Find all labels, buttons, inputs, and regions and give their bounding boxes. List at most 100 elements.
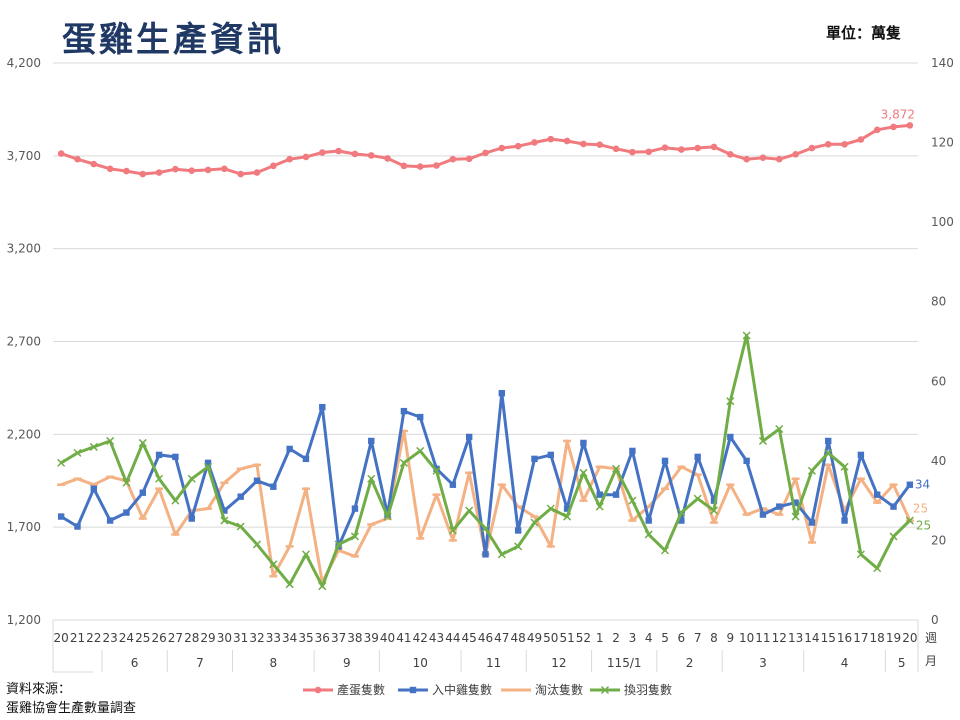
month-label: 115/1 <box>607 656 642 670</box>
data-point <box>841 141 848 148</box>
data-point <box>840 462 849 471</box>
data-point <box>759 154 767 161</box>
data-point <box>498 144 506 152</box>
right-axis: 0 20 40 60 80 100 120 140 <box>931 56 954 627</box>
data-point <box>546 504 555 513</box>
data-point <box>106 436 115 445</box>
week-label: 23 <box>102 631 117 645</box>
data-point <box>579 468 588 477</box>
data-point <box>580 140 587 148</box>
data-point <box>433 162 440 169</box>
week-label: 25 <box>135 631 150 645</box>
data-point <box>155 169 163 176</box>
data-point <box>221 507 228 514</box>
month-label: 5 <box>898 656 906 670</box>
data-point <box>629 447 636 455</box>
data-point <box>138 438 147 447</box>
data-point <box>758 436 767 445</box>
data-point <box>775 155 783 163</box>
data-point <box>612 145 620 153</box>
data-point <box>123 167 130 175</box>
week-label: 38 <box>347 631 362 645</box>
data-point <box>270 483 277 490</box>
data-point <box>465 155 473 163</box>
week-label: 39 <box>364 631 379 645</box>
week-label: 17 <box>853 631 868 645</box>
data-point <box>693 494 702 503</box>
data-point <box>465 433 473 441</box>
data-point <box>319 403 326 411</box>
data-point <box>628 496 637 505</box>
data-point <box>856 550 865 559</box>
data-point <box>547 135 555 143</box>
month-label: 7 <box>196 656 204 670</box>
data-point <box>595 502 604 511</box>
data-point <box>743 457 750 465</box>
legend-marker <box>314 686 322 694</box>
data-point <box>660 546 670 555</box>
data-point <box>677 508 686 517</box>
month-label: 3 <box>759 656 767 670</box>
data-point <box>514 542 523 551</box>
week-label: 4 <box>645 631 653 645</box>
week-label: 27 <box>168 631 183 645</box>
data-point <box>221 165 228 173</box>
left-tick-label: 2,700 <box>7 335 41 349</box>
data-label-2: 25 <box>913 502 928 516</box>
data-point <box>678 517 685 524</box>
source-line-1: 資料來源： <box>6 682 72 697</box>
source-line-2: 蛋雞協會生產數量調查 <box>6 701 137 716</box>
data-point <box>449 155 457 163</box>
legend-label: 入中雞隻數 <box>432 682 492 697</box>
data-point <box>873 126 881 134</box>
left-tick-label: 1,700 <box>7 520 41 534</box>
month-label: 9 <box>343 656 351 670</box>
week-label: 30 <box>217 631 232 645</box>
data-point <box>172 453 179 461</box>
data-point <box>286 445 293 453</box>
data-point <box>547 451 554 459</box>
data-label-1: 34 <box>915 478 930 492</box>
week-label: 37 <box>331 631 346 645</box>
data-point <box>726 397 735 406</box>
data-point <box>709 506 719 515</box>
data-point <box>449 481 457 488</box>
left-tick-label: 4,200 <box>7 56 41 70</box>
data-point <box>661 457 669 465</box>
month-label: 8 <box>270 656 278 670</box>
legend-marker <box>409 686 417 694</box>
data-point <box>514 142 522 150</box>
data-point <box>350 532 359 541</box>
data-point <box>807 466 816 475</box>
right-tick-label: 20 <box>931 533 946 547</box>
week-label: 44 <box>445 631 460 645</box>
data-point <box>482 551 489 558</box>
data-point <box>400 162 408 170</box>
data-point <box>106 517 114 524</box>
week-label: 8 <box>710 631 718 645</box>
legend-label: 淘汰隻數 <box>535 682 583 697</box>
data-point <box>351 505 359 512</box>
week-unit-label: 週 <box>925 631 937 645</box>
data-point <box>399 458 408 467</box>
data-point <box>645 517 652 524</box>
left-tick-label: 1,200 <box>7 613 41 627</box>
data-point <box>123 509 130 516</box>
week-label: 19 <box>886 631 901 645</box>
unit-label: 單位：萬隻 <box>826 24 902 42</box>
data-point <box>155 451 163 459</box>
week-label: 51 <box>559 631 574 645</box>
week-label: 48 <box>511 631 526 645</box>
week-label: 18 <box>870 631 885 645</box>
week-label: 45 <box>462 631 477 645</box>
data-point <box>89 442 98 451</box>
data-labels: 3,872 34 25 25 <box>881 107 931 532</box>
data-point <box>743 155 750 163</box>
data-point <box>531 139 538 146</box>
data-point <box>90 160 98 168</box>
legend-marker <box>600 685 610 695</box>
data-point <box>661 144 669 151</box>
data-point <box>335 147 342 155</box>
week-label: 34 <box>282 631 297 645</box>
